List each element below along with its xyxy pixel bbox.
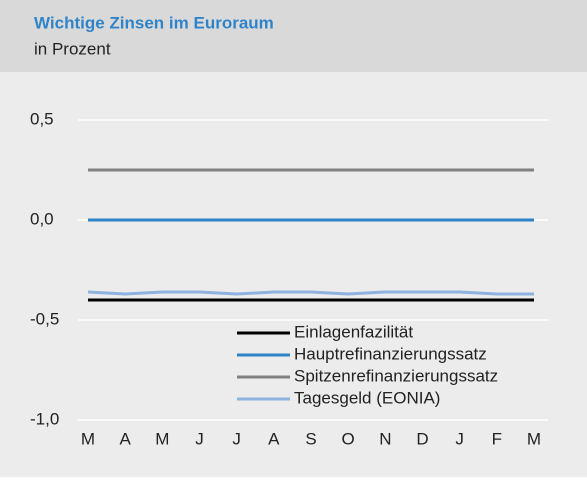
legend-label: Hauptrefinanzierungssatz bbox=[294, 344, 487, 363]
x-tick-label: O bbox=[342, 429, 355, 448]
x-tick-label: J bbox=[455, 429, 464, 448]
x-tick-label: A bbox=[119, 429, 131, 448]
header bbox=[0, 0, 587, 72]
x-tick-label: J bbox=[195, 429, 204, 448]
y-tick-label: -0,5 bbox=[30, 309, 59, 328]
legend-label: Einlagenfazilität bbox=[294, 322, 413, 341]
y-tick-label: 0,5 bbox=[30, 109, 54, 128]
x-tick-label: M bbox=[81, 429, 95, 448]
line-series bbox=[87, 290, 534, 296]
x-tick-label: N bbox=[379, 429, 391, 448]
chart-subtitle: in Prozent bbox=[34, 39, 111, 58]
legend-label: Tagesgeld (EONIA) bbox=[294, 388, 440, 407]
x-tick-label: D bbox=[416, 429, 428, 448]
x-tick-label: J bbox=[232, 429, 241, 448]
y-tick-label: -1,0 bbox=[30, 409, 59, 428]
chart-title: Wichtige Zinsen im Euroraum bbox=[34, 13, 274, 32]
x-tick-label: F bbox=[492, 429, 502, 448]
y-tick-label: 0,0 bbox=[30, 209, 54, 228]
legend-label: Spitzenrefinanzierungssatz bbox=[294, 366, 498, 385]
x-tick-label: S bbox=[305, 429, 316, 448]
x-tick-label: M bbox=[527, 429, 541, 448]
x-tick-label: M bbox=[155, 429, 169, 448]
x-tick-label: A bbox=[268, 429, 280, 448]
